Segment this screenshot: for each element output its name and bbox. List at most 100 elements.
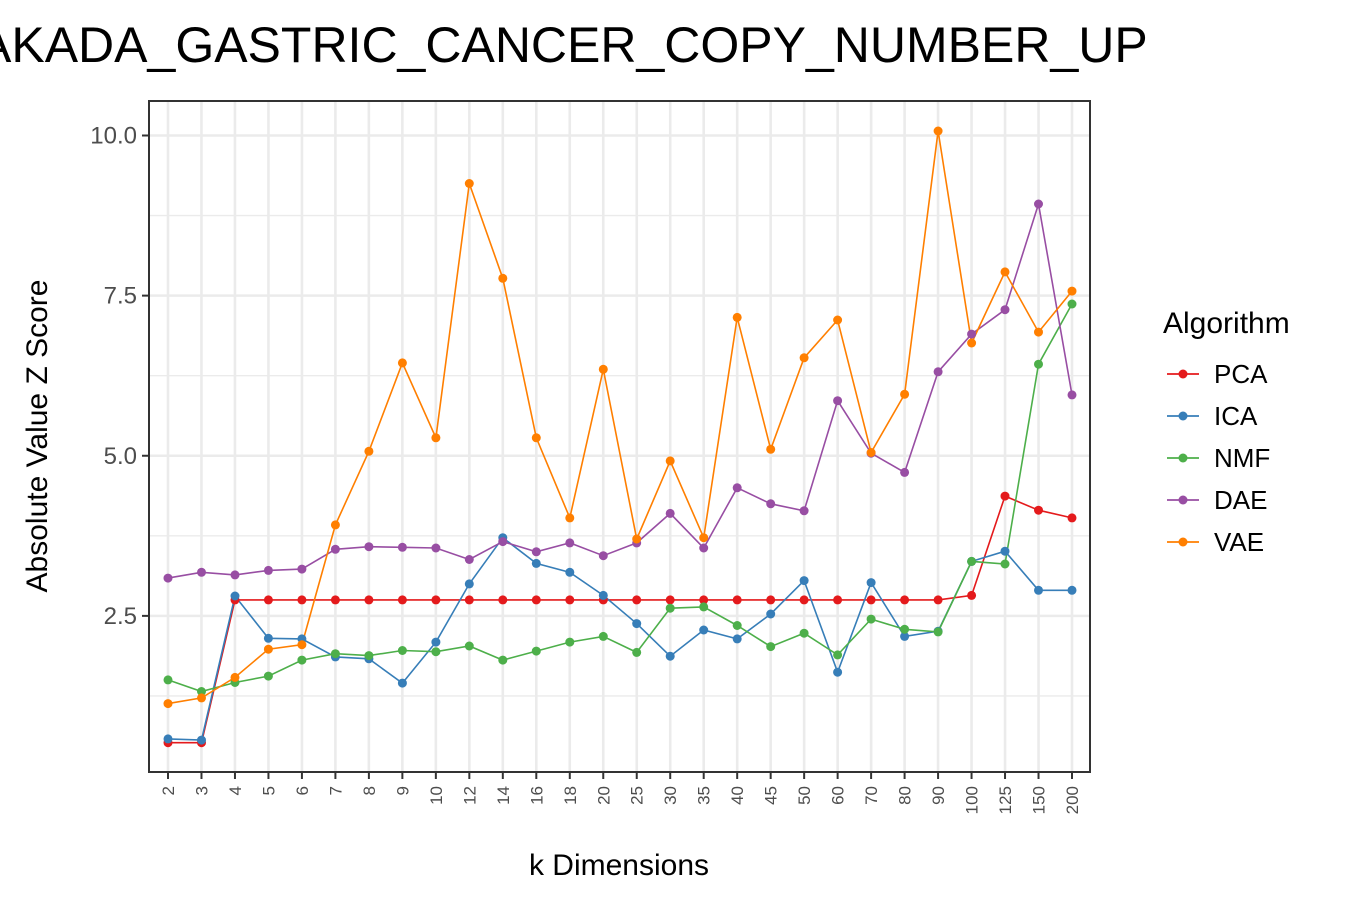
x-tick-label: 12 (460, 786, 479, 805)
x-tick-label: 150 (1030, 786, 1049, 814)
data-point-vae (498, 273, 508, 283)
legend-key-point (1178, 537, 1188, 547)
data-point-pca (1034, 505, 1043, 515)
x-tick-label: 30 (661, 786, 680, 805)
data-point-nmf (297, 655, 307, 665)
data-point-pca (565, 595, 575, 605)
data-point-vae (967, 338, 977, 348)
data-point-vae (732, 312, 742, 322)
data-point-vae (364, 446, 374, 456)
data-point-dae (531, 547, 541, 557)
data-point-pca (364, 595, 374, 605)
x-axis-title: k Dimensions (529, 849, 709, 882)
data-point-pca (900, 595, 910, 605)
data-point-dae (297, 564, 307, 574)
data-point-nmf (364, 651, 374, 661)
data-point-vae (297, 640, 307, 650)
data-point-nmf (598, 631, 608, 641)
x-tick-label: 16 (527, 786, 546, 805)
data-point-vae (230, 672, 240, 682)
legend-label: VAE (1214, 527, 1264, 557)
data-point-vae (330, 520, 340, 530)
chart-title: AKADA_GASTRIC_CANCER_COPY_NUMBER_UP (0, 17, 1148, 73)
data-point-vae (565, 513, 575, 523)
x-tick-label: 70 (862, 786, 881, 805)
data-point-nmf (866, 614, 876, 624)
x-tick-label: 5 (259, 786, 278, 795)
data-point-nmf (498, 655, 508, 665)
data-point-dae (230, 570, 240, 580)
data-point-vae (531, 433, 541, 443)
data-point-ica (464, 579, 474, 589)
data-point-nmf (933, 627, 943, 637)
legend-item-vae: VAE (1167, 527, 1264, 557)
data-point-vae (799, 353, 809, 363)
x-tick-label: 7 (326, 786, 345, 795)
data-point-vae (900, 389, 910, 399)
data-point-dae (163, 573, 173, 583)
x-tick-label: 18 (561, 786, 580, 805)
data-point-nmf (397, 646, 407, 655)
data-point-dae (900, 467, 910, 477)
data-point-pca (330, 595, 340, 605)
data-point-ica (799, 576, 809, 586)
data-point-nmf (900, 624, 910, 634)
x-tick-label: 14 (494, 786, 513, 805)
data-point-nmf (799, 628, 809, 638)
x-tick-label: 3 (192, 786, 211, 795)
data-point-dae (330, 544, 340, 554)
data-point-pca (498, 595, 508, 605)
data-point-ica (565, 567, 575, 577)
x-tick-label: 60 (829, 786, 848, 805)
data-point-vae (766, 444, 776, 454)
series-points (163, 126, 1077, 748)
legend: Algorithm PCA ICA NMF DAE VAE (1163, 307, 1290, 557)
x-tick-label: 125 (996, 786, 1015, 814)
data-point-vae (1000, 267, 1010, 277)
data-point-dae (397, 542, 407, 552)
data-point-ica (1067, 585, 1077, 595)
data-point-dae (263, 565, 273, 575)
data-point-dae (933, 367, 943, 377)
legend-key-point (1178, 369, 1188, 379)
data-point-pca (866, 595, 876, 605)
series-line-dae (167, 203, 1073, 579)
data-point-nmf (565, 637, 575, 647)
data-point-dae (464, 555, 474, 564)
y-axis-title: Absolute Value Z Score (21, 280, 54, 593)
data-point-vae (1067, 286, 1077, 296)
legend-label: NMF (1214, 443, 1270, 473)
data-point-nmf (665, 603, 675, 613)
data-point-ica (397, 678, 407, 688)
x-tick-label: 100 (963, 786, 982, 814)
data-point-pca (263, 595, 273, 605)
x-tick-label: 20 (594, 786, 613, 805)
data-point-vae (464, 179, 474, 188)
data-point-vae (699, 533, 709, 543)
legend-item-ica: ICA (1167, 401, 1258, 431)
data-point-pca (833, 595, 843, 605)
data-point-dae (1000, 305, 1010, 315)
data-point-pca (799, 595, 809, 605)
data-point-ica (263, 633, 273, 643)
data-point-nmf (330, 649, 340, 659)
data-point-ica (230, 591, 240, 601)
x-tick-label: 200 (1063, 786, 1082, 814)
data-point-vae (833, 315, 843, 325)
legend-item-nmf: NMF (1167, 443, 1270, 473)
x-tick-label: 4 (226, 786, 245, 795)
y-tick-label: 5.0 (104, 443, 137, 470)
legend-title: Algorithm (1163, 307, 1290, 340)
data-point-pca (732, 595, 742, 605)
data-point-ica (632, 619, 642, 629)
data-point-dae (665, 508, 675, 518)
data-point-nmf (464, 641, 474, 651)
data-point-nmf (263, 671, 273, 681)
data-point-pca (1000, 491, 1010, 501)
data-point-ica (1034, 585, 1043, 595)
legend-label: ICA (1214, 401, 1258, 431)
data-point-vae (866, 448, 876, 457)
x-tick-label: 45 (762, 786, 781, 805)
data-point-pca (933, 595, 943, 605)
data-point-nmf (163, 675, 173, 685)
